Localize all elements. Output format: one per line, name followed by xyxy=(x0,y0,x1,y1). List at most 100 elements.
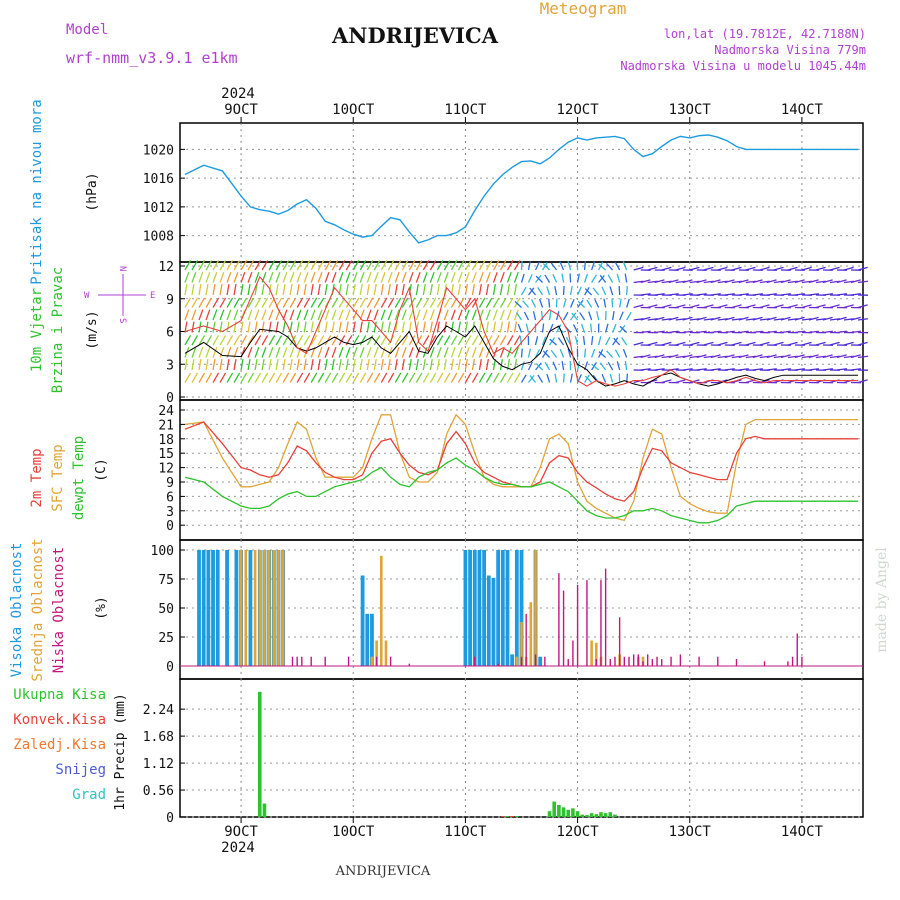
wind-barb xyxy=(268,335,276,346)
wind-barb xyxy=(485,321,489,333)
wind-barb xyxy=(478,284,482,296)
wind-barb xyxy=(829,341,840,346)
wind-barb xyxy=(450,271,456,283)
wind-barb xyxy=(682,279,693,284)
wind-barb xyxy=(394,346,400,358)
wind-label1: 10m Vjetar xyxy=(29,288,45,372)
wind-barb xyxy=(303,372,311,383)
wind-barb xyxy=(359,335,367,346)
wind-barb xyxy=(443,359,447,371)
wind-barb xyxy=(373,297,381,308)
ytick-label: 12 xyxy=(158,260,174,275)
wind-barb xyxy=(633,280,644,284)
wind-barb xyxy=(324,309,330,321)
wind-barb xyxy=(338,321,342,333)
wind-barb xyxy=(464,321,468,333)
wind-barb xyxy=(331,359,335,371)
panel-frame xyxy=(179,122,864,263)
wind-barb xyxy=(738,293,749,296)
wind-barb xyxy=(471,335,479,346)
ytick-label: 75 xyxy=(158,573,174,588)
wind-barb xyxy=(668,316,679,321)
wind-barb xyxy=(324,359,328,371)
wind-barb xyxy=(310,372,318,383)
wind-barb xyxy=(640,354,651,359)
wind-barb xyxy=(571,312,579,321)
wind-barb xyxy=(303,297,311,308)
wind-barb xyxy=(240,260,248,271)
wind-barb xyxy=(387,359,391,371)
wind-barb xyxy=(614,261,621,271)
wind-barb xyxy=(254,335,262,346)
wind-barb xyxy=(710,279,721,284)
wind-barb xyxy=(345,297,353,308)
wind-barb xyxy=(626,298,630,308)
ytick-label: 3 xyxy=(166,358,174,373)
wind-barb xyxy=(240,271,246,283)
wind-barb xyxy=(345,271,351,283)
wind-barb xyxy=(191,321,195,333)
wind-barb xyxy=(366,260,374,271)
pressure-label: Pritisak na nivou mora xyxy=(29,99,45,284)
wind-barb xyxy=(513,346,519,358)
precip-bar-conv xyxy=(501,816,505,817)
ytick-label: 3 xyxy=(166,505,174,520)
wind-barb xyxy=(289,271,295,283)
wind-barb xyxy=(387,309,393,321)
wind-barb xyxy=(506,284,511,296)
time-label-bottom: 13OCT xyxy=(669,824,712,840)
wind-barb xyxy=(583,273,588,283)
cloud-bar-low xyxy=(787,661,789,666)
wind-barb xyxy=(850,368,861,371)
wind-barb xyxy=(240,284,244,296)
wind-barb xyxy=(436,321,440,333)
wind-barb xyxy=(303,260,311,271)
wind-barb xyxy=(373,321,377,333)
wind-barb xyxy=(380,260,388,271)
precip-yticks: 0 0.56 1.12 1.68 2.24 xyxy=(143,703,185,826)
cloud-bar-low xyxy=(614,656,616,666)
wind-barb xyxy=(205,260,213,271)
wind-barb xyxy=(640,279,651,284)
wind-barb xyxy=(366,271,372,283)
wind-barb xyxy=(552,274,558,283)
cloud-high-label: Visoka Oblacnost xyxy=(9,543,25,678)
wind-barb xyxy=(394,284,398,296)
wind-barb xyxy=(422,271,428,283)
time-label-bottom: 11OCT xyxy=(444,824,487,840)
wind-barb xyxy=(205,335,213,346)
wind-barb xyxy=(212,359,216,371)
cloud-bar-low xyxy=(474,656,476,666)
cloud-bar-mid xyxy=(534,550,537,666)
wind-barb xyxy=(408,359,412,371)
cloud-bar-mid xyxy=(594,642,598,666)
wind-barb xyxy=(773,355,784,359)
wind-barb xyxy=(731,318,742,321)
wind-barb xyxy=(303,321,307,333)
wind-barb xyxy=(675,318,686,321)
wind-barb xyxy=(226,271,232,283)
wind-barb xyxy=(324,284,328,296)
cloud-bar-low xyxy=(609,659,611,666)
wind-barb xyxy=(559,348,565,358)
wind-barb xyxy=(429,271,435,283)
cloud-bar-low xyxy=(324,656,326,666)
wind-barb xyxy=(429,335,437,346)
wind-barb xyxy=(850,330,861,334)
wind-barb xyxy=(338,335,346,346)
wind-barb xyxy=(198,359,202,371)
wind-barb xyxy=(422,309,428,321)
wind-barb xyxy=(815,280,826,284)
wind-barb xyxy=(605,336,611,346)
wind-barb xyxy=(624,273,628,283)
wind-barb xyxy=(499,271,505,283)
temp-sfc-label: SFC Temp xyxy=(50,444,66,511)
wind-barb xyxy=(529,287,537,296)
wind-barb xyxy=(766,279,777,284)
wind-barb xyxy=(233,372,241,383)
wind-barb xyxy=(422,359,426,371)
wind-barb xyxy=(562,373,565,383)
wind-barb xyxy=(408,271,414,283)
cloud-bar-high xyxy=(234,550,239,666)
cloud-bar-low xyxy=(572,640,574,666)
